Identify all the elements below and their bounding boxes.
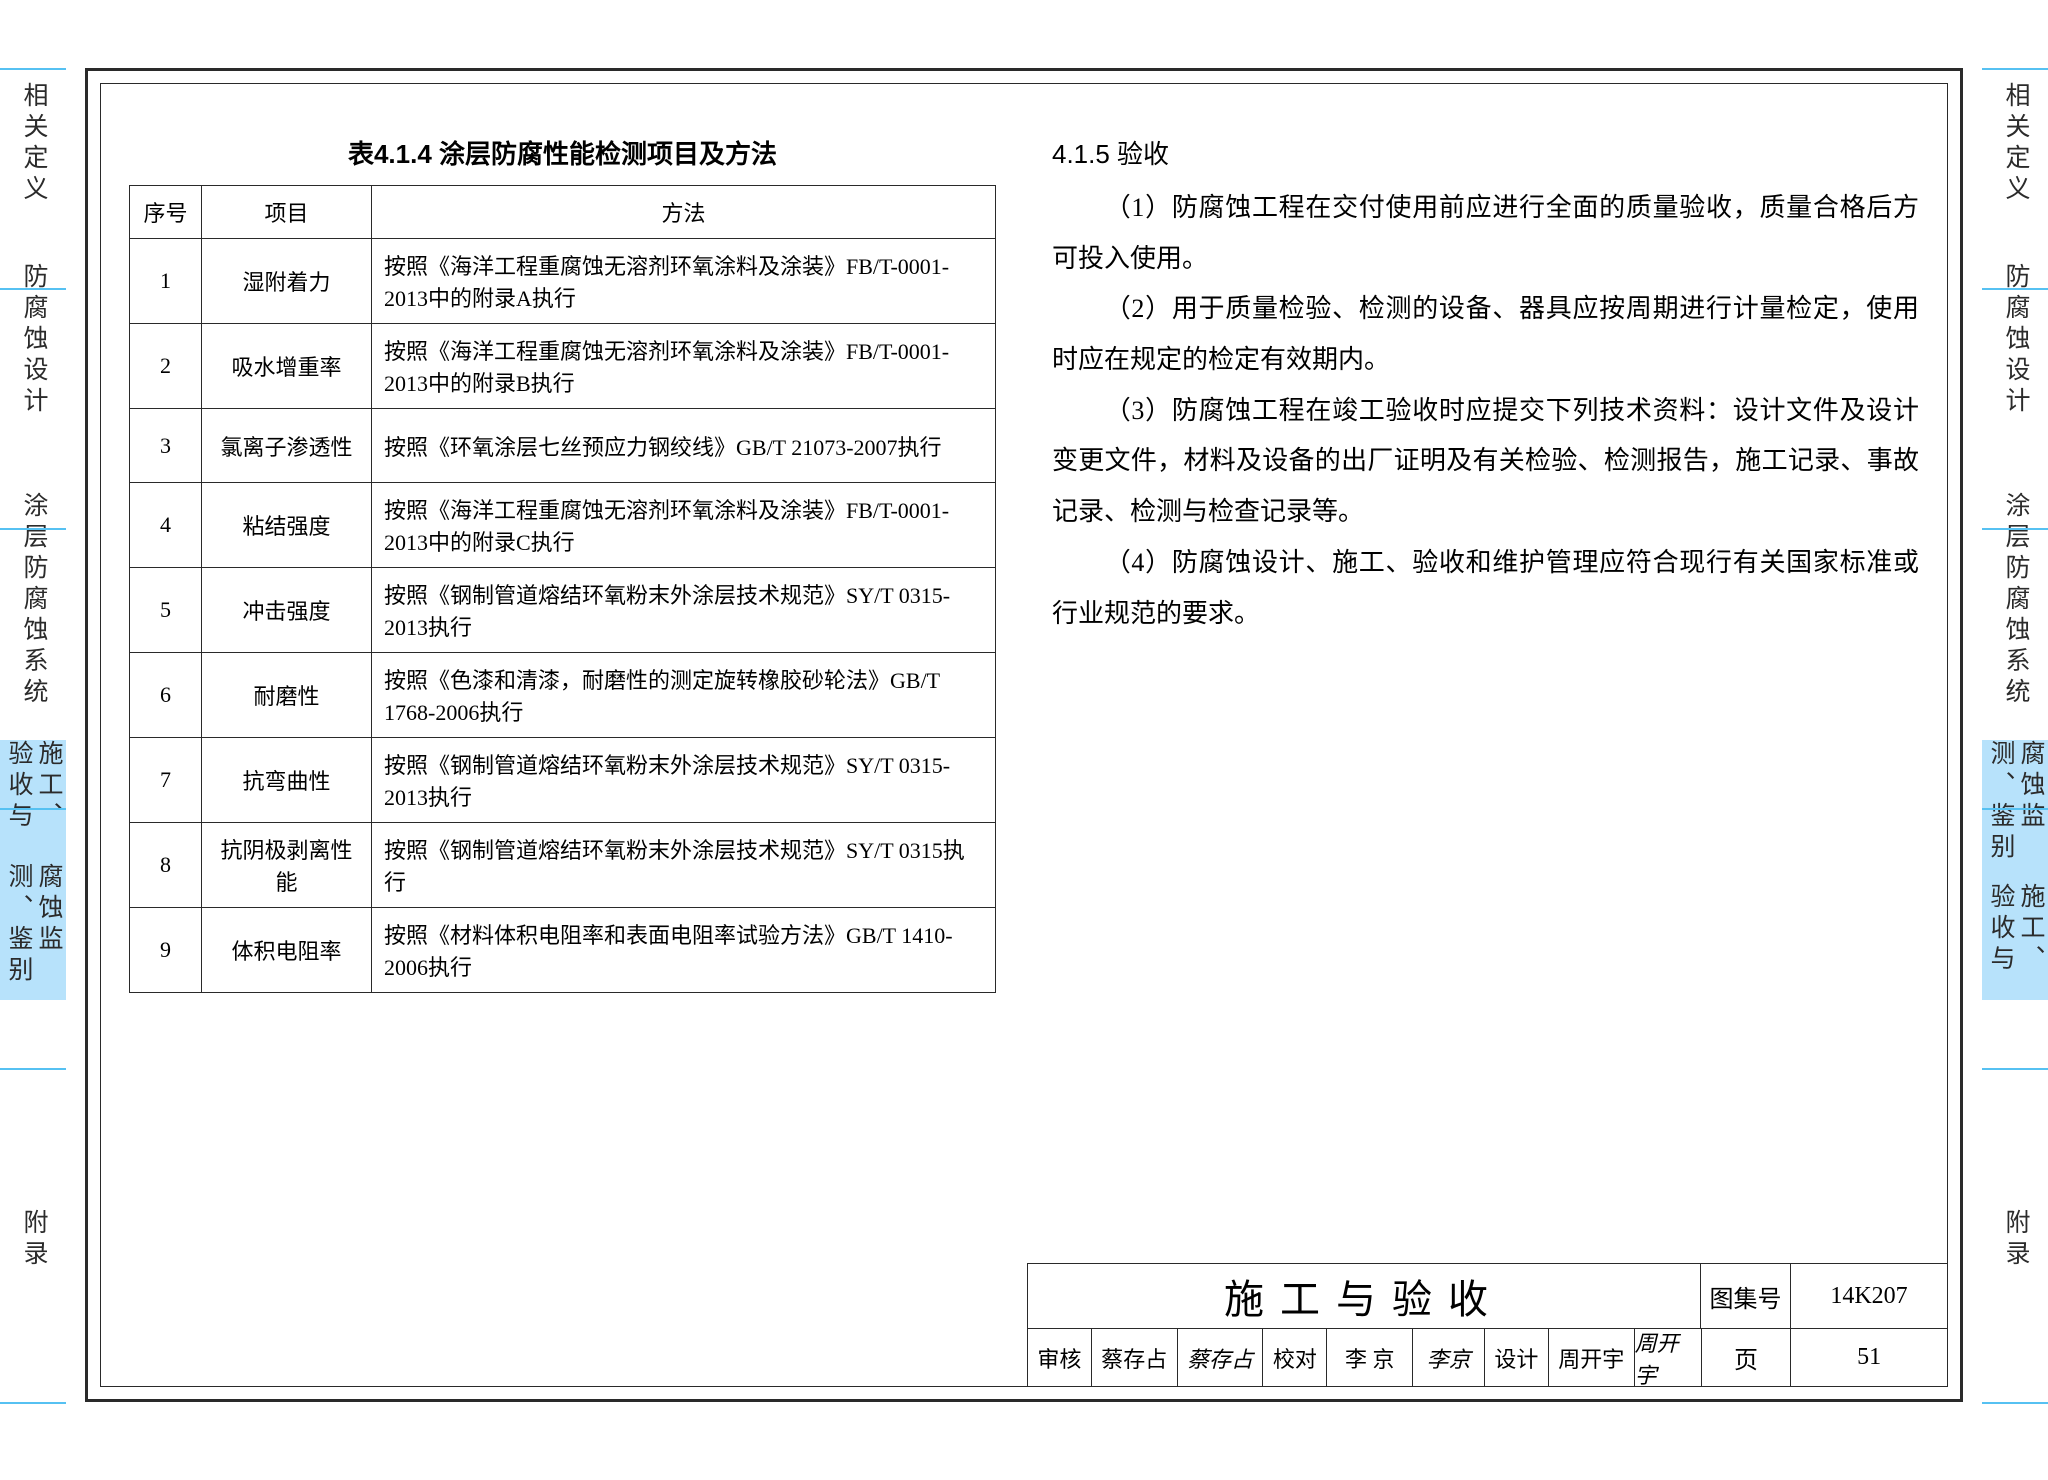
set-label: 图集号 [1701, 1264, 1791, 1328]
para-3: （3）防腐蚀工程在竣工验收时应提交下列技术资料：设计文件及设计变更文件，材料及设… [1052, 386, 1919, 538]
tab-anticorrosion-design[interactable]: 防腐蚀设计 [0, 220, 66, 460]
table-row: 3氯离子渗透性按照《环氧涂层七丝预应力钢绞线》GB/T 21073-2007执行 [130, 409, 996, 483]
cell-method: 按照《钢制管道熔结环氧粉末外涂层技术规范》SY/T 0315-2013执行 [372, 568, 996, 653]
test-methods-table: 序号 项目 方法 1湿附着力按照《海洋工程重腐蚀无溶剂环氧涂料及涂装》FB/T-… [129, 185, 996, 993]
tab-related-defs[interactable]: 相关定义 [0, 0, 66, 220]
title-block: 施工与验收 图集号 14K207 审核 蔡存占 蔡存占 校对 李 京 李京 设计… [1027, 1263, 1947, 1386]
design-label: 设计 [1485, 1328, 1549, 1386]
page-frame: 表4.1.4 涂层防腐性能检测项目及方法 序号 项目 方法 1湿附着力按照《海洋… [85, 68, 1963, 1402]
cell-item: 抗弯曲性 [202, 738, 372, 823]
table-row: 6耐磨性按照《色漆和清漆，耐磨性的测定旋转橡胶砂轮法》GB/T 1768-200… [130, 653, 996, 738]
tab-related-defs-r[interactable]: 相关定义 [1982, 0, 2048, 220]
section-heading: 4.1.5 验收 [1052, 134, 1919, 171]
tab-construction-acceptance[interactable]: 施工、验收与腐蚀监测、鉴别 [0, 740, 66, 1000]
check-label: 校对 [1263, 1328, 1327, 1386]
cell-method: 按照《海洋工程重腐蚀无溶剂环氧涂料及涂装》FB/T-0001-2013中的附录A… [372, 239, 996, 324]
cell-item: 氯离子渗透性 [202, 409, 372, 483]
cell-method: 按照《材料体积电阻率和表面电阻率试验方法》GB/T 1410-2006执行 [372, 908, 996, 993]
check-name: 李 京 [1327, 1328, 1413, 1386]
cell-item: 抗阴极剥离性能 [202, 823, 372, 908]
cell-method: 按照《海洋工程重腐蚀无溶剂环氧涂料及涂装》FB/T-0001-2013中的附录B… [372, 324, 996, 409]
table-row: 7抗弯曲性按照《钢制管道熔结环氧粉末外涂层技术规范》SY/T 0315-2013… [130, 738, 996, 823]
table-row: 8抗阴极剥离性能按照《钢制管道熔结环氧粉末外涂层技术规范》SY/T 0315执行 [130, 823, 996, 908]
tab-label-b: 腐蚀监测、鉴别 [3, 863, 63, 1000]
tab-construction-acceptance-r[interactable]: 腐蚀监测、鉴别施工、验收与 [1982, 740, 2048, 1000]
cell-seq: 2 [130, 324, 202, 409]
cell-item: 耐磨性 [202, 653, 372, 738]
left-column: 表4.1.4 涂层防腐性能检测项目及方法 序号 项目 方法 1湿附着力按照《海洋… [101, 84, 1024, 1266]
design-name: 周开宇 [1549, 1328, 1635, 1386]
right-column: 4.1.5 验收 （1）防腐蚀工程在交付使用前应进行全面的质量验收，质量合格后方… [1024, 84, 1947, 1266]
table-row: 2吸水增重率按照《海洋工程重腐蚀无溶剂环氧涂料及涂装》FB/T-0001-201… [130, 324, 996, 409]
cell-item: 粘结强度 [202, 483, 372, 568]
table-row: 9体积电阻率按照《材料体积电阻率和表面电阻率试验方法》GB/T 1410-200… [130, 908, 996, 993]
para-4: （4）防腐蚀设计、施工、验收和维护管理应符合现行有关国家标准或行业规范的要求。 [1052, 538, 1919, 639]
tab-coating-system[interactable]: 涂层防腐蚀系统 [0, 460, 66, 740]
th-method: 方法 [372, 186, 996, 239]
review-label: 审核 [1028, 1328, 1092, 1386]
cell-seq: 4 [130, 483, 202, 568]
tab-anticorrosion-design-r[interactable]: 防腐蚀设计 [1982, 220, 2048, 460]
cell-seq: 8 [130, 823, 202, 908]
cell-method: 按照《色漆和清漆，耐磨性的测定旋转橡胶砂轮法》GB/T 1768-2006执行 [372, 653, 996, 738]
design-sig: 周开宇 [1635, 1328, 1702, 1386]
para-1: （1）防腐蚀工程在交付使用前应进行全面的质量验收，质量合格后方可投入使用。 [1052, 183, 1919, 284]
table-row: 5冲击强度按照《钢制管道熔结环氧粉末外涂层技术规范》SY/T 0315-2013… [130, 568, 996, 653]
left-side-tabs: 相关定义 防腐蚀设计 涂层防腐蚀系统 施工、验收与腐蚀监测、鉴别 附录 [0, 0, 66, 1480]
cell-method: 按照《环氧涂层七丝预应力钢绞线》GB/T 21073-2007执行 [372, 409, 996, 483]
cell-seq: 6 [130, 653, 202, 738]
cell-method: 按照《钢制管道熔结环氧粉末外涂层技术规范》SY/T 0315-2013执行 [372, 738, 996, 823]
cell-method: 按照《海洋工程重腐蚀无溶剂环氧涂料及涂装》FB/T-0001-2013中的附录C… [372, 483, 996, 568]
page-value: 51 [1791, 1328, 1947, 1386]
page-inner: 表4.1.4 涂层防腐性能检测项目及方法 序号 项目 方法 1湿附着力按照《海洋… [100, 83, 1948, 1387]
review-name: 蔡存占 [1092, 1328, 1178, 1386]
tab-label-a: 施工、验收与 [3, 740, 63, 857]
para-2: （2）用于质量检验、检测的设备、器具应按周期进行计量检定，使用时应在规定的检定有… [1052, 284, 1919, 385]
th-seq: 序号 [130, 186, 202, 239]
table-row: 4粘结强度按照《海洋工程重腐蚀无溶剂环氧涂料及涂装》FB/T-0001-2013… [130, 483, 996, 568]
cell-seq: 9 [130, 908, 202, 993]
cell-method: 按照《钢制管道熔结环氧粉末外涂层技术规范》SY/T 0315执行 [372, 823, 996, 908]
table-row: 1湿附着力按照《海洋工程重腐蚀无溶剂环氧涂料及涂装》FB/T-0001-2013… [130, 239, 996, 324]
tab-appendix[interactable]: 附录 [0, 1000, 66, 1480]
cell-seq: 7 [130, 738, 202, 823]
set-value: 14K207 [1791, 1264, 1947, 1328]
cell-item: 体积电阻率 [202, 908, 372, 993]
cell-item: 吸水增重率 [202, 324, 372, 409]
tab-appendix-r[interactable]: 附录 [1982, 1000, 2048, 1480]
check-sig: 李京 [1413, 1328, 1485, 1386]
tab-coating-system-r[interactable]: 涂层防腐蚀系统 [1982, 460, 2048, 740]
page-label: 页 [1702, 1328, 1792, 1386]
cell-seq: 5 [130, 568, 202, 653]
drawing-title: 施工与验收 [1028, 1264, 1701, 1328]
right-side-tabs: 相关定义 防腐蚀设计 涂层防腐蚀系统 腐蚀监测、鉴别施工、验收与 附录 [1982, 0, 2048, 1480]
cell-item: 冲击强度 [202, 568, 372, 653]
cell-seq: 3 [130, 409, 202, 483]
review-sig: 蔡存占 [1178, 1328, 1264, 1386]
th-item: 项目 [202, 186, 372, 239]
cell-seq: 1 [130, 239, 202, 324]
cell-item: 湿附着力 [202, 239, 372, 324]
table-title: 表4.1.4 涂层防腐性能检测项目及方法 [129, 134, 996, 171]
